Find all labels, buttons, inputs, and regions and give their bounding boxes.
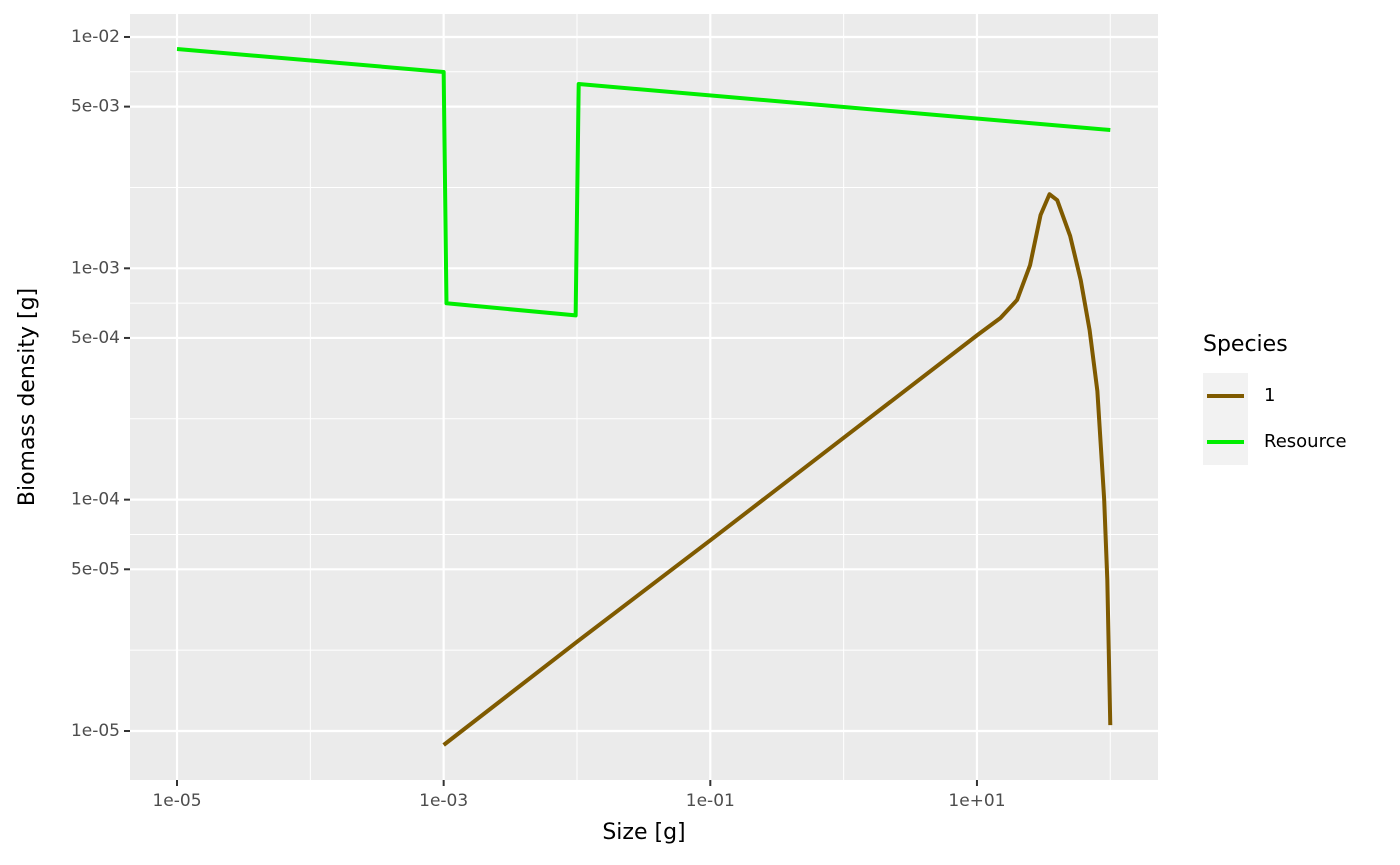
y-tick-label: 5e-04 [71, 328, 120, 348]
y-tick-label: 5e-03 [71, 97, 120, 117]
y-tick-label: 1e-04 [71, 490, 120, 510]
y-tick-label: 1e-03 [71, 258, 120, 278]
x-axis-label: Size [g] [602, 820, 685, 845]
legend-label: Resource [1264, 431, 1347, 452]
x-tick-label: 1e+01 [948, 791, 1005, 811]
x-tick-label: 1e-01 [686, 791, 735, 811]
legend-label: 1 [1264, 385, 1275, 406]
x-tick-label: 1e-03 [419, 791, 468, 811]
panel [130, 14, 1158, 780]
y-tick-label: 5e-05 [71, 559, 120, 579]
series-line [176, 47, 1111, 318]
y-tick-label: 1e-05 [71, 721, 120, 741]
x-tick-label: 1e-05 [152, 791, 201, 811]
y-tick-label: 1e-02 [71, 27, 120, 47]
legend-title: Species [1203, 332, 1288, 357]
series-line [442, 192, 1113, 747]
y-axis-label: Biomass density [g] [15, 288, 40, 506]
legend-key-background [1203, 373, 1248, 465]
